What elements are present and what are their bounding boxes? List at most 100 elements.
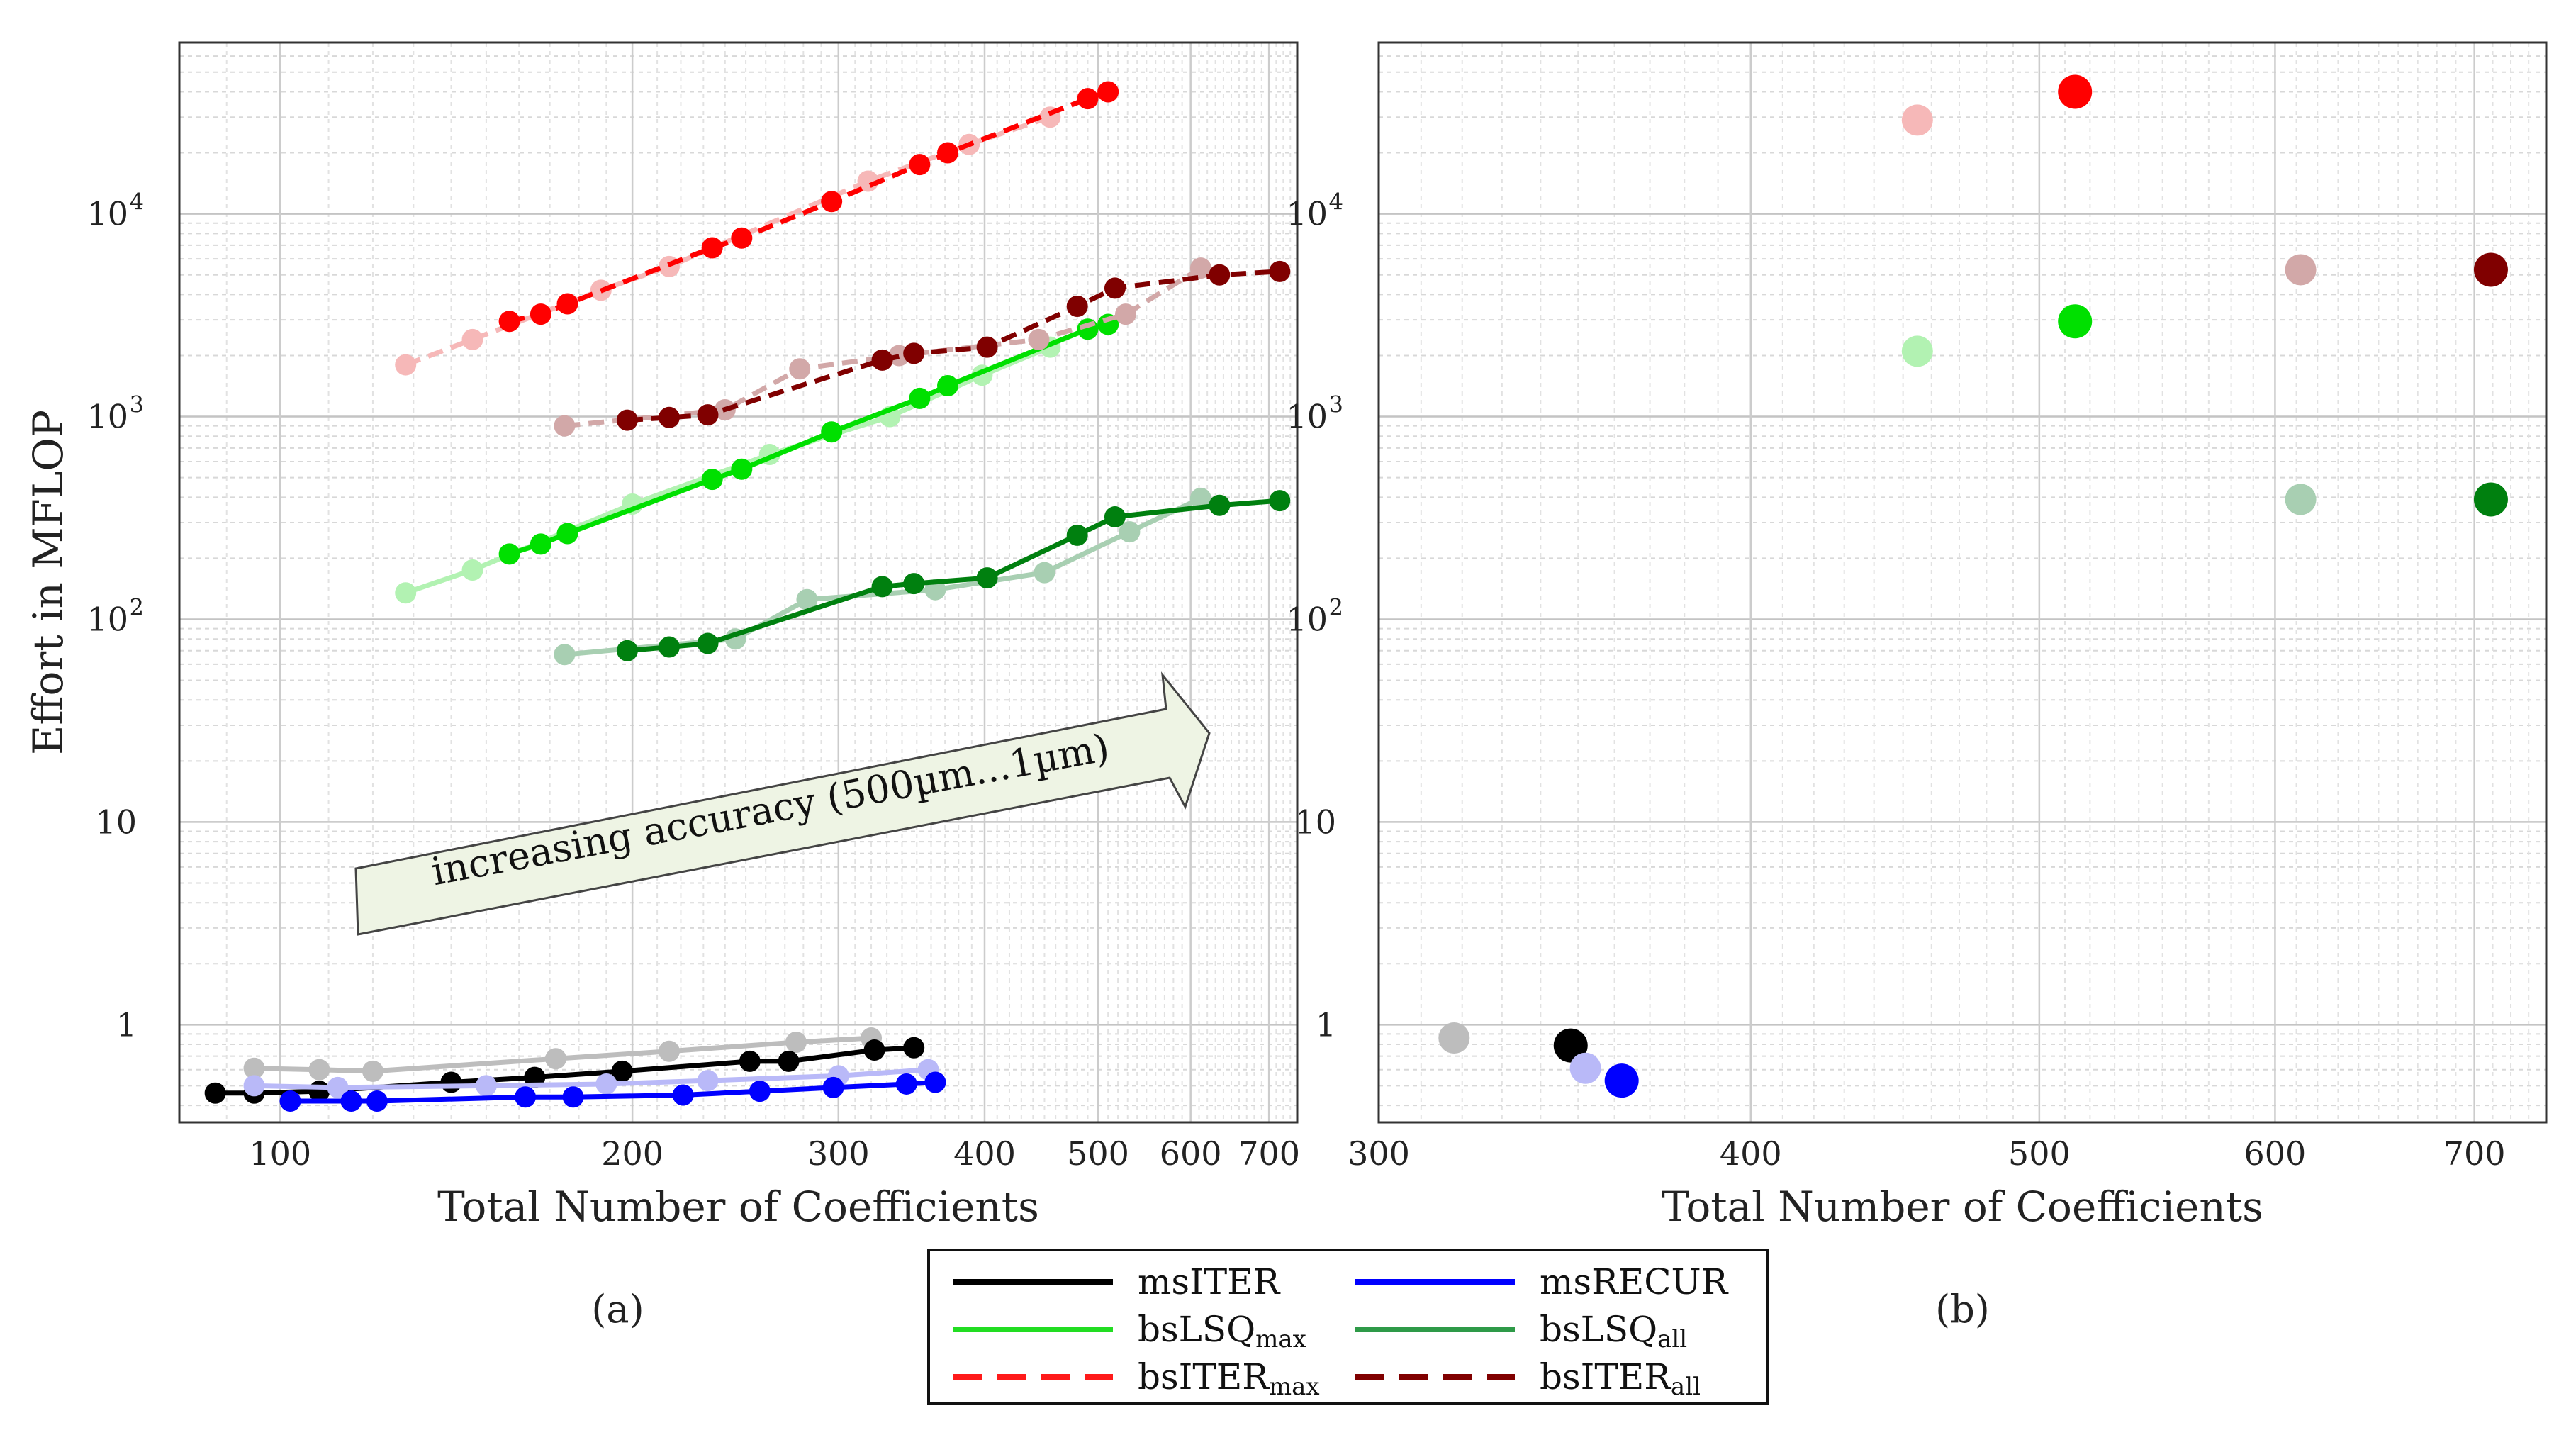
point-bsITER_all (976, 336, 998, 358)
x-tick-label: 700 (1238, 1134, 1300, 1173)
legend-label-bsLSQ_max: bsLSQmax (1138, 1309, 1306, 1353)
legend-label-subscript: all (1671, 1373, 1701, 1401)
point-bsLSQ_max (556, 523, 578, 545)
legend-label-text: msRECUR (1540, 1261, 1729, 1302)
x-tick-label: 600 (2244, 1134, 2307, 1173)
panel-label: (a) (591, 1287, 644, 1331)
point-bsITER_all (616, 409, 638, 431)
point-msITER (739, 1050, 761, 1072)
legend-label-bsITER_all: bsITERall (1540, 1356, 1701, 1401)
legend-label-subscript: max (1269, 1373, 1320, 1401)
legend-label-text: bsITER (1540, 1356, 1671, 1397)
panel-label: (b) (1935, 1287, 1990, 1331)
x-tick-label: 200 (601, 1134, 663, 1173)
point-bsITER_max (2058, 74, 2093, 109)
series-line-bsITER_max (508, 89, 1109, 324)
point-faded-bsLSQ_all (1119, 521, 1141, 543)
series-line-msRECUR (290, 1080, 936, 1104)
point-msRECUR (366, 1090, 388, 1112)
point-bsLSQ_max-faded (1901, 335, 1933, 367)
series-line-bsLSQ_all (627, 498, 1280, 654)
y-tick-exponent: 3 (1329, 391, 1343, 418)
point-faded-msRECUR (243, 1075, 265, 1097)
point-bsITER_max (498, 311, 520, 333)
legend-label-msRECUR: msRECUR (1540, 1261, 1729, 1302)
plot-area (1379, 43, 2546, 1122)
point-msITER (903, 1037, 925, 1059)
x-tick-label: 500 (2008, 1134, 2071, 1173)
x-tick-label: 300 (1348, 1134, 1410, 1173)
plot-frame (178, 41, 1299, 1124)
x-axis-label: Total Number of Coefficients (437, 1183, 1039, 1231)
point-faded-msRECUR (475, 1075, 497, 1097)
point-bsLSQ_all (871, 576, 893, 598)
legend-label-text: msITER (1138, 1261, 1281, 1302)
x-tick-label: 300 (807, 1134, 870, 1173)
y-tick-label: 10 (1294, 803, 1336, 841)
point-faded-bsLSQ_all (1034, 562, 1055, 584)
point-msITER-faded (1438, 1022, 1470, 1054)
point-faded-msITER (243, 1057, 265, 1079)
y-tick-label: 10 (86, 398, 128, 436)
point-bsITER_all (1269, 260, 1291, 282)
legend-label-text: bsLSQ (1138, 1309, 1255, 1350)
legend-label-text: bsITER (1138, 1356, 1270, 1397)
point-bsITER_max (1097, 81, 1119, 103)
point-faded-msRECUR (697, 1070, 719, 1092)
point-faded-bsITER_max (395, 354, 417, 376)
point-bsITER_all (1104, 277, 1126, 299)
point-bsLSQ_max (821, 421, 843, 443)
point-bsLSQ_all (658, 636, 680, 658)
point-msITER (863, 1039, 885, 1061)
y-tick-exponent: 2 (130, 593, 144, 620)
point-faded-msITER (545, 1048, 567, 1070)
point-bsLSQ_all (616, 640, 638, 661)
point-faded-msRECUR (595, 1073, 617, 1095)
y-tick-label: 10 (1286, 398, 1328, 436)
point-bsITER_max (1077, 88, 1099, 110)
x-axis-label: Total Number of Coefficients (1662, 1183, 2263, 1231)
point-faded-msITER (658, 1040, 680, 1062)
y-tick-label: 1 (116, 1005, 137, 1044)
x-tick-label: 100 (249, 1134, 311, 1173)
legend-label-bsLSQ_all: bsLSQall (1540, 1309, 1687, 1353)
point-msRECUR-faded (1569, 1052, 1601, 1084)
point-faded-bsITER_all (1189, 257, 1211, 279)
point-bsITER_max (731, 227, 753, 249)
legend-label-bsITER_max: bsITERmax (1138, 1356, 1320, 1401)
point-bsLSQ_all (1104, 506, 1126, 528)
point-bsLSQ_max (909, 387, 931, 409)
point-msRECUR (562, 1086, 584, 1108)
legend-label-text: bsLSQ (1540, 1309, 1657, 1350)
point-faded-bsITER_all (1028, 328, 1050, 350)
point-faded-bsLSQ_max (461, 559, 483, 581)
point-bsLSQ_max (701, 469, 723, 491)
point-bsITER_max-faded (1901, 104, 1933, 136)
x-tick-label: 500 (1067, 1134, 1129, 1173)
point-msITER (611, 1060, 633, 1082)
y-tick-exponent: 3 (130, 391, 144, 418)
point-bsLSQ_max (498, 543, 520, 565)
x-tick-label: 400 (953, 1134, 1016, 1173)
point-bsLSQ_all (903, 573, 925, 595)
legend-label-msITER: msITER (1138, 1261, 1281, 1302)
point-bsITER_all-faded (2285, 254, 2317, 286)
point-bsLSQ_all-faded (2285, 484, 2317, 515)
point-faded-bsITER_all (554, 415, 576, 437)
point-bsLSQ_all (2473, 482, 2508, 517)
point-msRECUR (279, 1090, 301, 1112)
y-tick-label: 10 (86, 600, 128, 638)
point-faded-bsLSQ_all (554, 644, 576, 666)
point-bsITER_all (697, 404, 719, 426)
point-bsITER_max (936, 142, 958, 164)
point-msITER (440, 1071, 462, 1093)
point-faded-bsITER_all (789, 358, 811, 380)
point-faded-msITER (362, 1060, 383, 1082)
point-bsITER_max (821, 191, 843, 213)
point-bsLSQ_all (976, 567, 998, 589)
plot-frame (1377, 41, 2548, 1124)
point-bsITER_all (1066, 295, 1088, 317)
plot-area (179, 43, 1297, 1122)
